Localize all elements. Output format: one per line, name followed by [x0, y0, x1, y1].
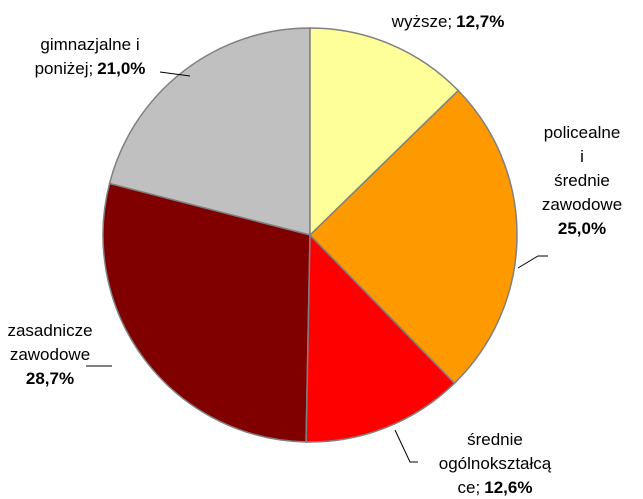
pie-slice [305, 233, 456, 443]
category-name: zasadnicze zawodowe [7, 321, 93, 364]
leader-lines [86, 71, 548, 463]
value-label: 28,7% [25, 369, 75, 388]
slice-label: średnie ogólnokształcą ce; 12,6% [439, 428, 551, 499]
value-label: 12,7% [456, 12, 505, 31]
pie-slice [309, 27, 460, 237]
category-name: policealne i średnie zawodowe [541, 123, 623, 214]
leader-line [394, 429, 418, 463]
slice-label: zasadnicze zawodowe 28,7% [7, 319, 92, 391]
slice-label: policealne i średnie zawodowe 25,0% [542, 121, 622, 241]
category-name: wyższe; [391, 12, 453, 31]
category-name: gimnazjalne i poniżej; [34, 35, 140, 78]
pie-slice [108, 27, 311, 236]
value-label: 21,0% [97, 59, 146, 78]
slice-label: wyższe; 12,7% [392, 10, 505, 34]
slice-label: gimnazjalne i poniżej; 21,0% [35, 33, 146, 81]
value-label: 12,6% [484, 478, 533, 497]
value-label: 25,0% [557, 219, 607, 238]
category-name: średnie ogólnokształcą ce; [438, 430, 552, 497]
leader-line [517, 255, 548, 269]
pie-slice [308, 89, 518, 385]
leader-line [159, 71, 191, 77]
pie-slice [102, 182, 311, 443]
